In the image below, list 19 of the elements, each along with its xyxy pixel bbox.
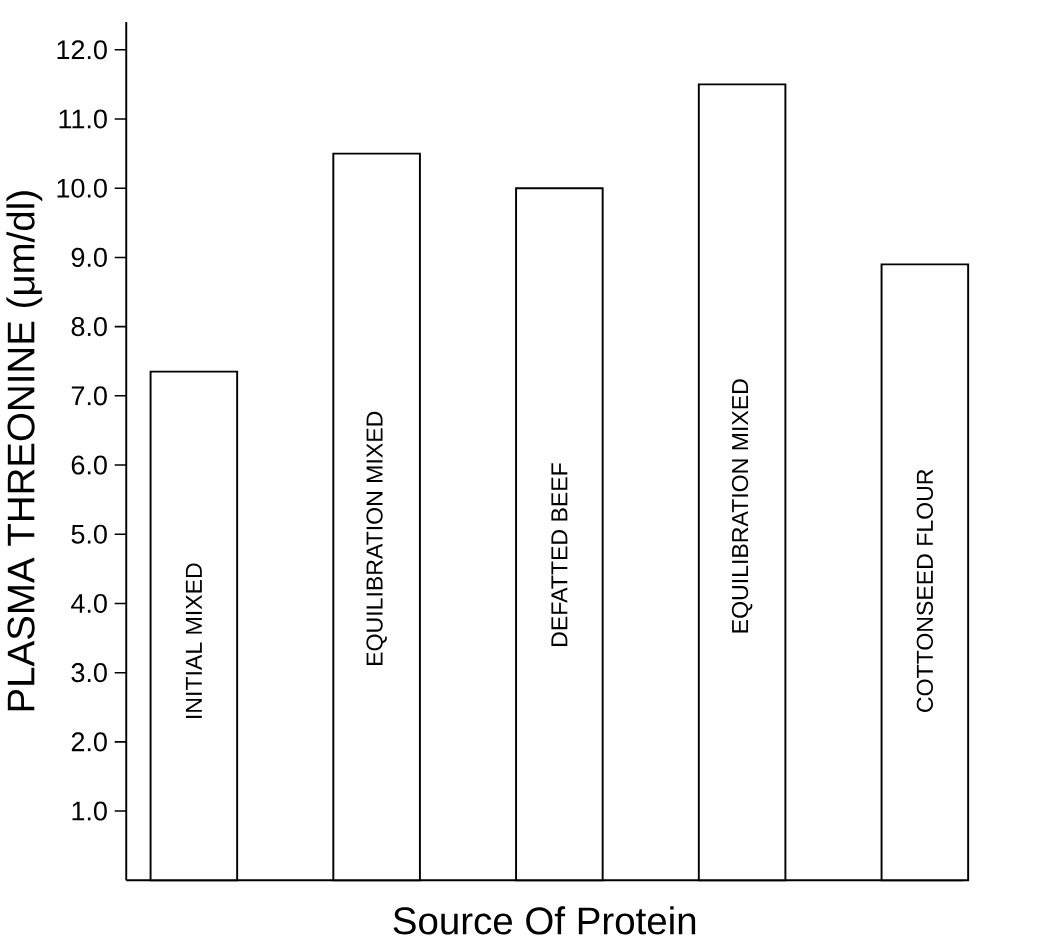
- y-tick-label: 7.0: [71, 386, 107, 406]
- y-tick-label: 1.0: [72, 801, 107, 821]
- x-tick-label: DEFATTED BEEF: [551, 463, 568, 646]
- x-tick-label: COTTONSEED FLOUR: [916, 469, 934, 712]
- y-tick-label: 5.0: [71, 524, 107, 544]
- x-tick-label: INITIAL MIXED: [185, 563, 202, 718]
- y-tick-label: 8.0: [71, 317, 107, 337]
- y-tick-label: 4.0: [71, 593, 107, 613]
- y-tick-label: 2.0: [71, 732, 107, 752]
- x-tick-label: EQUILIBRATION MIXED: [366, 411, 387, 665]
- x-axis-title: Source Of Protein: [393, 906, 696, 935]
- x-tick-label: EQUILIBRATION MIXED: [731, 379, 753, 633]
- y-axis-title: PLASMA THREONINE (μm/dl): [6, 191, 43, 711]
- y-tick-label: 3.0: [71, 663, 107, 683]
- y-tick-label: 10.0: [57, 178, 107, 198]
- y-tick-label: 11.0: [59, 109, 107, 129]
- y-tick-label: 12.0: [57, 40, 107, 60]
- y-tick-label: 6.0: [71, 455, 107, 475]
- y-tick-label: 9.0: [71, 247, 107, 267]
